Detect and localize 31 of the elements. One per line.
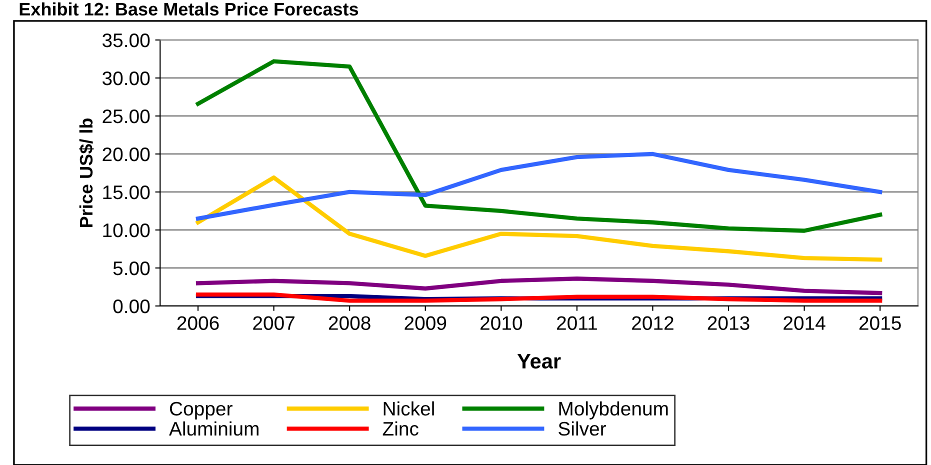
x-tick-label: 2009 [404, 316, 446, 330]
line-series [196, 152, 882, 221]
line-series [196, 276, 882, 296]
x-tick-label: 2015 [859, 316, 901, 330]
x-tick-label: 2012 [632, 316, 674, 330]
y-tick-label: 20.00 [102, 147, 150, 162]
line-series [196, 59, 882, 233]
x-tick-label: 2014 [784, 316, 826, 330]
legend-label: Molybdenum [559, 401, 668, 420]
chart-title: Exhibit 12: Base Metals Price Forecasts [20, 2, 358, 16]
x-tick-label: 2013 [708, 316, 750, 330]
y-tick-label: 35.00 [102, 33, 150, 48]
y-tick-label: 10.00 [103, 223, 150, 238]
x-tick-label: 2006 [177, 316, 219, 330]
y-tick-label: 30.00 [102, 71, 150, 86]
legend-label: Nickel [384, 401, 434, 416]
legend-label: Copper [170, 402, 232, 420]
y-axis-title: Price US$/ lb [79, 118, 94, 227]
y-tick-label: 15.00 [103, 185, 150, 200]
legend-label: Zinc [382, 421, 418, 436]
y-tick-label: 25.00 [102, 109, 150, 124]
y-tick-label: 0.00 [113, 299, 150, 314]
y-tick-label: 5.00 [113, 261, 150, 276]
legend-label: Aluminium [169, 421, 258, 436]
x-axis-title: Year [517, 354, 561, 369]
x-tick-label: 2011 [557, 316, 597, 330]
x-tick-label: 2008 [328, 316, 370, 330]
x-tick-label: 2010 [480, 316, 522, 330]
legend-label: Silver [558, 421, 606, 436]
line-series [196, 175, 882, 262]
x-tick-label: 2007 [253, 316, 294, 330]
